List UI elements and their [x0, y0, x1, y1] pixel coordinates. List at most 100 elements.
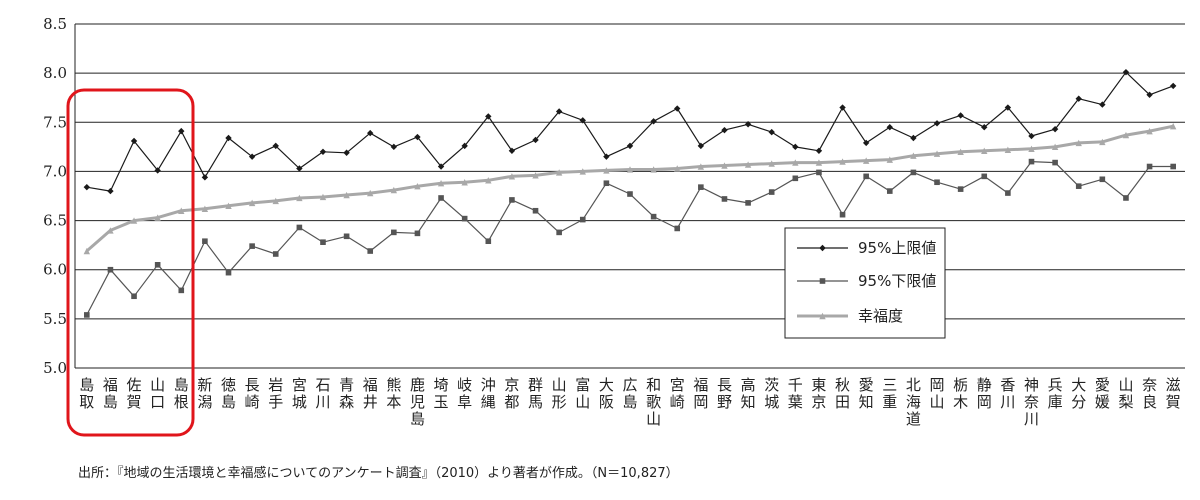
x-tick-label: 兵庫 [1048, 376, 1063, 411]
data-point [1122, 131, 1130, 139]
data-point [981, 124, 988, 131]
x-tick-label: 香川 [1000, 376, 1015, 411]
y-tick-label: 8.0 [43, 64, 67, 82]
data-point [532, 172, 539, 179]
data-point [485, 238, 492, 245]
x-tick-label: 石川 [315, 376, 330, 411]
data-point [1005, 190, 1011, 196]
data-point [698, 184, 704, 190]
data-point [792, 143, 799, 151]
x-tick-label: 宮城 [292, 376, 307, 411]
data-point [792, 159, 799, 166]
data-point [532, 136, 539, 144]
data-point [839, 104, 846, 111]
data-point [178, 127, 185, 135]
x-tick-label: 山梨 [1118, 376, 1133, 411]
data-point [721, 126, 728, 134]
x-tick-label: 佐賀 [127, 376, 142, 411]
data-point [107, 227, 114, 234]
data-point [886, 188, 893, 194]
x-tick-label: 東京 [811, 376, 826, 411]
legend-swatch-marker [819, 278, 826, 284]
data-point [225, 134, 232, 142]
x-tick-label: 広島 [622, 376, 637, 411]
data-point [863, 173, 869, 180]
data-point [1122, 68, 1130, 76]
y-tick-label: 5.0 [43, 359, 67, 377]
data-point [744, 161, 752, 168]
x-tick-label: 奈良 [1142, 376, 1157, 411]
data-point [320, 239, 326, 245]
data-point [414, 230, 421, 237]
data-point [508, 147, 516, 154]
data-point [934, 179, 940, 186]
data-point [130, 137, 138, 145]
legend-box [784, 227, 946, 339]
source-note: 出所：『地域の生活環境と幸福感についてのアンケート調査』（2010）より著者が作… [78, 466, 679, 481]
data-point [1075, 95, 1082, 102]
data-point [343, 233, 350, 240]
data-point [83, 247, 91, 255]
data-point [343, 149, 350, 156]
data-point [1169, 82, 1177, 90]
data-point [367, 189, 374, 197]
data-point [579, 216, 586, 223]
data-point [957, 148, 964, 155]
y-tick-label: 5.5 [43, 310, 67, 328]
data-point [272, 197, 279, 205]
data-point [1028, 145, 1035, 153]
x-tick-label: 栃木 [953, 376, 968, 411]
data-point [721, 162, 728, 169]
data-point [862, 157, 870, 164]
data-point [508, 173, 516, 180]
data-point [697, 142, 705, 150]
x-tick-label: 宮崎 [670, 376, 685, 411]
y-tick-label: 6.5 [43, 212, 67, 230]
x-tick-label: 埼玉 [434, 376, 449, 411]
x-tick-label: 山形 [552, 376, 567, 411]
data-point [485, 113, 492, 120]
x-tick-label: 岐阜 [457, 376, 472, 411]
data-point [579, 117, 586, 124]
data-point [202, 238, 208, 245]
data-point [1028, 132, 1035, 140]
x-tick-label: 岡山 [930, 376, 945, 411]
data-point [981, 147, 988, 154]
x-axis-labels: 島取福島佐賀山口島根新潟徳島長崎岩手宮城石川青森福井熊本鹿児島埼玉岐阜沖縄京都群… [79, 376, 1180, 428]
series-0 [83, 68, 1177, 195]
x-tick-label: 青森 [339, 376, 354, 411]
x-tick-label: 福岡 [693, 376, 708, 411]
data-point [343, 191, 350, 199]
legend-swatch-marker [819, 312, 826, 320]
data-point [721, 196, 728, 202]
data-point [910, 134, 917, 142]
data-point [981, 173, 988, 180]
data-point [461, 179, 468, 186]
data-point [130, 217, 138, 224]
x-tick-label: 高知 [741, 376, 756, 411]
data-point [839, 158, 846, 165]
data-point [84, 312, 90, 318]
data-point [1051, 143, 1059, 151]
data-point [839, 211, 846, 218]
data-point [1028, 158, 1035, 165]
data-point [296, 165, 303, 172]
data-point [249, 243, 255, 249]
data-point [815, 159, 823, 166]
data-point [296, 194, 303, 202]
series-layer [83, 68, 1177, 318]
data-point [603, 167, 610, 174]
x-tick-label: 新潟 [197, 376, 212, 411]
data-point [886, 156, 893, 163]
data-point [744, 121, 752, 128]
data-point [1146, 91, 1153, 98]
data-point [319, 193, 327, 201]
data-point [1146, 163, 1153, 170]
data-point [768, 128, 775, 136]
data-point [131, 293, 137, 300]
data-point [107, 187, 114, 195]
legend-label: 95%上限値 [858, 239, 936, 257]
data-point [933, 120, 941, 127]
data-point [272, 142, 279, 150]
data-point [627, 191, 633, 197]
